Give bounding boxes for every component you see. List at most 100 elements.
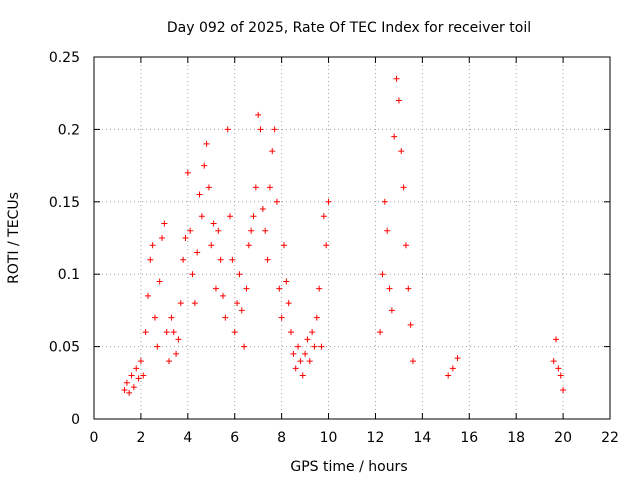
data-point xyxy=(128,372,135,379)
data-point xyxy=(409,358,416,365)
data-point xyxy=(123,379,130,386)
data-point xyxy=(166,358,173,365)
tick-marks xyxy=(93,56,611,420)
data-point xyxy=(135,375,142,382)
y-tick-label: 0.2 xyxy=(58,122,80,138)
chart-title: Day 092 of 2025, Rate Of TEC Index for r… xyxy=(167,20,531,36)
data-point xyxy=(377,329,384,336)
data-point xyxy=(278,314,285,321)
data-point xyxy=(398,148,405,155)
data-point xyxy=(180,256,187,263)
data-point xyxy=(187,227,194,234)
data-point xyxy=(304,336,311,343)
data-point xyxy=(449,365,456,372)
x-tick-label: 22 xyxy=(601,430,619,446)
data-point xyxy=(259,206,266,213)
data-point xyxy=(255,111,262,118)
data-point xyxy=(388,307,395,314)
x-tick-label: 16 xyxy=(460,430,478,446)
data-point xyxy=(126,389,133,396)
data-point xyxy=(144,292,151,299)
x-axis-title: GPS time / hours xyxy=(290,459,407,475)
data-point xyxy=(156,278,163,285)
data-point xyxy=(262,227,269,234)
data-point xyxy=(243,285,250,292)
data-point xyxy=(238,307,245,314)
y-tick-label: 0.25 xyxy=(49,50,80,66)
data-point xyxy=(381,198,388,205)
data-point xyxy=(184,169,191,176)
data-point xyxy=(379,271,386,278)
data-point xyxy=(276,285,283,292)
x-tick-label: 14 xyxy=(413,430,431,446)
data-point xyxy=(553,336,560,343)
data-point xyxy=(142,329,149,336)
x-tick-label: 6 xyxy=(230,430,239,446)
data-point xyxy=(196,191,203,198)
data-point xyxy=(405,285,412,292)
data-point xyxy=(163,329,170,336)
data-point xyxy=(208,242,215,249)
data-point xyxy=(210,220,217,227)
data-point xyxy=(234,300,241,307)
data-point xyxy=(241,343,248,350)
data-point xyxy=(215,227,222,234)
x-tick-label: 20 xyxy=(554,430,572,446)
x-tick-label: 2 xyxy=(136,430,145,446)
data-point xyxy=(264,256,271,263)
data-point xyxy=(140,372,147,379)
data-point xyxy=(325,198,332,205)
data-point xyxy=(309,329,316,336)
data-point xyxy=(182,235,189,241)
data-point xyxy=(269,148,276,155)
data-point xyxy=(177,300,184,307)
data-point xyxy=(217,256,224,263)
data-point xyxy=(224,126,231,133)
data-point xyxy=(555,365,562,372)
data-point xyxy=(283,278,290,285)
data-point xyxy=(393,75,400,82)
data-point xyxy=(285,300,292,307)
data-point xyxy=(318,343,325,350)
data-point xyxy=(236,271,243,278)
data-point xyxy=(273,198,280,205)
data-point xyxy=(149,242,156,249)
data-point xyxy=(229,256,236,263)
data-point xyxy=(154,343,161,350)
data-point xyxy=(161,220,168,227)
data-point xyxy=(168,314,175,321)
data-point xyxy=(173,350,180,357)
data-points xyxy=(121,75,567,396)
data-point xyxy=(288,329,295,336)
x-tick-label: 8 xyxy=(277,430,286,446)
data-point xyxy=(400,184,407,191)
data-point xyxy=(175,336,182,343)
data-point xyxy=(384,227,391,234)
data-point xyxy=(205,184,212,191)
data-point xyxy=(137,358,144,365)
data-point xyxy=(201,162,208,169)
data-point xyxy=(395,97,402,104)
data-point xyxy=(133,365,140,372)
data-point xyxy=(557,372,564,379)
data-point xyxy=(295,343,302,350)
x-tick-label: 12 xyxy=(367,430,385,446)
data-point xyxy=(191,300,198,307)
y-tick-label: 0.15 xyxy=(49,195,80,211)
data-point xyxy=(151,314,158,321)
x-tick-labels: 0 2 4 6 8 10 12 14 16 18 20 22 xyxy=(90,430,619,446)
data-point xyxy=(245,242,252,249)
data-point xyxy=(299,372,306,379)
data-point xyxy=(130,384,137,391)
y-tick-label: 0.1 xyxy=(58,267,80,283)
data-point xyxy=(121,387,128,394)
data-point xyxy=(250,213,257,220)
data-point xyxy=(316,285,323,292)
data-point xyxy=(170,329,177,336)
data-point xyxy=(550,358,557,365)
data-point xyxy=(189,271,196,278)
data-point xyxy=(311,343,318,350)
data-point xyxy=(271,126,278,133)
